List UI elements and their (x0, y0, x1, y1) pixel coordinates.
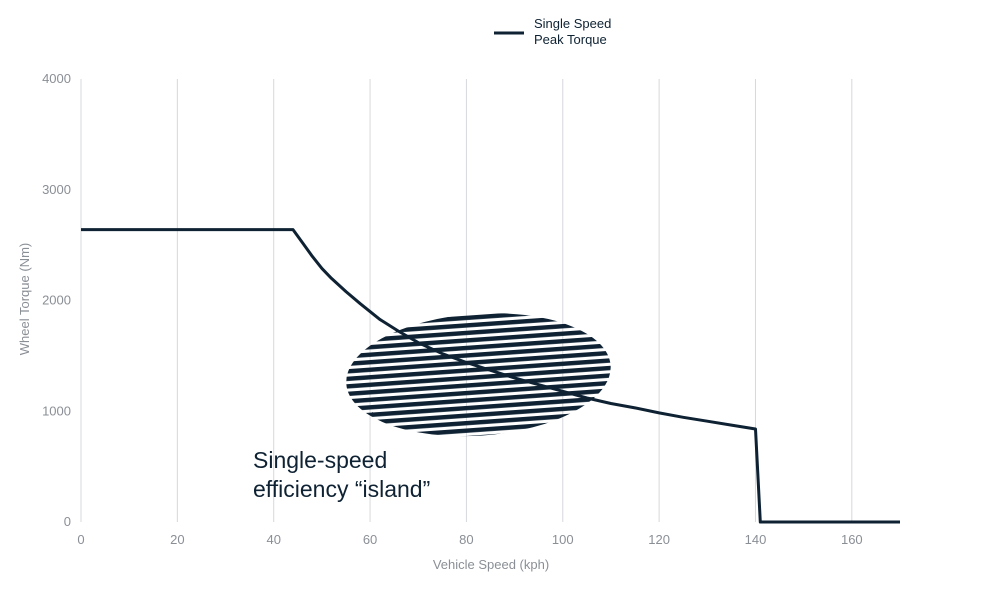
legend-label-line-1: Single Speed (534, 16, 611, 31)
y-tick-label: 3000 (42, 182, 71, 197)
x-axis-title: Vehicle Speed (kph) (433, 557, 549, 572)
legend-label: Single Speed Peak Torque (534, 16, 615, 47)
annotation-text: Single-speed efficiency “island” (253, 447, 430, 502)
series-lines (81, 228, 900, 524)
x-tick-label: 20 (170, 532, 184, 547)
efficiency-island (346, 313, 611, 437)
x-tick-label: 160 (841, 532, 863, 547)
x-tick-label: 80 (459, 532, 473, 547)
legend-label-line-2: Peak Torque (534, 32, 607, 47)
tick-labels: 0 20 40 60 80 100 120 140 160 0 1000 2000 3000 4000 (42, 71, 863, 547)
x-tick-label: 120 (648, 532, 670, 547)
efficiency-island-region (346, 313, 611, 437)
x-tick-label: 40 (266, 532, 280, 547)
series-line-0 (81, 228, 900, 524)
grid-lines (80, 79, 853, 522)
annotation-line-1: Single-speed (253, 447, 387, 473)
annotation: Single-speed efficiency “island” (253, 447, 430, 502)
legend: Single Speed Peak Torque (494, 16, 615, 47)
x-tick-label: 0 (77, 532, 84, 547)
y-tick-label: 2000 (42, 293, 71, 308)
y-tick-label: 0 (64, 514, 71, 529)
y-tick-label: 1000 (42, 403, 71, 418)
x-tick-label: 100 (552, 532, 574, 547)
x-tick-label: 60 (363, 532, 377, 547)
x-tick-label: 140 (745, 532, 767, 547)
annotation-line-2: efficiency “island” (253, 476, 430, 502)
y-axis-title: Wheel Torque (Nm) (17, 243, 32, 355)
y-tick-label: 4000 (42, 71, 71, 86)
